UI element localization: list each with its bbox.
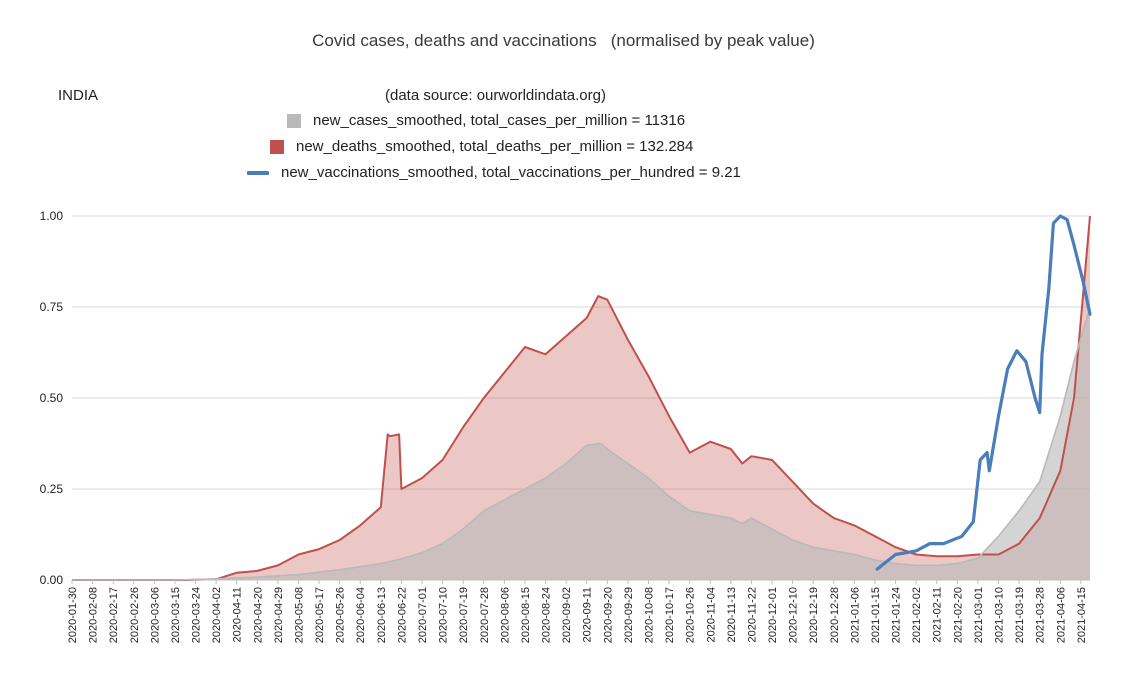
x-tick-label: 2020-05-26 xyxy=(335,587,347,643)
x-tick-label: 2020-03-06 xyxy=(149,587,161,643)
x-tick-label: 2020-09-02 xyxy=(561,587,573,643)
y-tick-label: 0.75 xyxy=(40,300,64,314)
x-tick-label: 2020-04-29 xyxy=(273,587,285,643)
x-tick-label: 2020-02-26 xyxy=(129,587,141,643)
area-new_cases_smoothed xyxy=(72,307,1090,580)
x-tick-label: 2021-03-28 xyxy=(1035,587,1047,643)
x-tick-label: 2021-04-06 xyxy=(1055,587,1067,643)
data-source-label: (data source: ourworldindata.org) xyxy=(385,87,606,104)
x-tick-label: 2020-04-02 xyxy=(211,587,223,643)
x-tick-label: 2020-02-17 xyxy=(108,587,120,643)
legend-label-vaccinations: new_vaccinations_smoothed, total_vaccina… xyxy=(281,164,741,181)
x-tick-label: 2020-11-22 xyxy=(746,587,758,642)
y-tick-label: 1.00 xyxy=(40,209,64,223)
x-tick-label: 2020-07-10 xyxy=(438,587,450,643)
x-tick-label: 2020-11-13 xyxy=(726,587,738,642)
x-tick-label: 2020-12-01 xyxy=(767,587,779,643)
series-lines xyxy=(72,214,1092,581)
legend-swatch-cases xyxy=(287,113,301,128)
legend-label-deaths: new_deaths_smoothed, total_deaths_per_mi… xyxy=(296,138,694,155)
x-tick-label: 2020-10-26 xyxy=(685,587,697,643)
line-new_vaccinations_smoothed xyxy=(875,214,1092,571)
series-areas xyxy=(72,216,1090,580)
chart-title: Covid cases, deaths and vaccinations (no… xyxy=(312,31,815,50)
x-tick-label: 2020-01-30 xyxy=(67,587,79,643)
x-tick-label: 2021-03-01 xyxy=(973,587,985,643)
x-tick-label: 2020-09-29 xyxy=(623,587,635,643)
legend-swatch-vaccinations xyxy=(247,170,269,175)
x-tick-label: 2020-06-13 xyxy=(376,587,388,643)
x-tick-label: 2020-10-17 xyxy=(664,587,676,643)
legend-label-cases: new_cases_smoothed, total_cases_per_mill… xyxy=(313,112,686,129)
x-tick-label: 2020-06-22 xyxy=(396,587,408,643)
x-tick-label: 2021-02-11 xyxy=(932,587,944,642)
x-tick-label: 2020-09-11 xyxy=(582,587,594,642)
x-tick-label: 2021-03-10 xyxy=(993,587,1005,643)
x-tick-label: 2021-01-06 xyxy=(849,587,861,643)
x-tick-label: 2021-02-02 xyxy=(911,587,923,643)
x-tick-label: 2020-03-15 xyxy=(170,587,182,643)
y-tick-label: 0.25 xyxy=(40,482,64,496)
line-new_deaths_smoothed xyxy=(72,215,1091,581)
x-tick-label: 2020-09-20 xyxy=(602,587,614,643)
x-tick-label: 2020-02-08 xyxy=(88,587,100,643)
x-tick-label: 2020-10-08 xyxy=(643,587,655,643)
x-tick-label: 2020-03-24 xyxy=(191,587,203,643)
x-tick-label: 2020-12-28 xyxy=(829,587,841,643)
x-tick-label: 2020-12-10 xyxy=(788,587,800,643)
x-tick-label: 2020-07-01 xyxy=(417,587,429,643)
legend-item-deaths: new_deaths_smoothed, total_deaths_per_mi… xyxy=(270,138,693,155)
legend-item-cases: new_cases_smoothed, total_cases_per_mill… xyxy=(287,112,685,129)
x-tick-label: 2020-06-04 xyxy=(355,587,367,643)
x-tick-label: 2020-08-15 xyxy=(520,587,532,643)
area-new_deaths_smoothed xyxy=(72,216,1090,580)
x-tick-label: 2020-04-20 xyxy=(252,587,264,643)
x-tick-label: 2020-12-19 xyxy=(808,587,820,643)
x-tick-label: 2021-02-20 xyxy=(952,587,964,643)
line-new_cases_smoothed xyxy=(72,306,1091,581)
x-tick-label: 2020-04-11 xyxy=(232,587,244,642)
x-tick-label: 2021-03-19 xyxy=(1014,587,1026,643)
x-tick-label: 2020-08-24 xyxy=(541,587,553,643)
x-tick-label: 2020-11-04 xyxy=(705,587,717,642)
legend-item-vaccinations: new_vaccinations_smoothed, total_vaccina… xyxy=(247,164,741,181)
x-tick-label: 2020-08-06 xyxy=(499,587,511,643)
x-tick-label: 2021-04-15 xyxy=(1076,587,1088,643)
legend-swatch-deaths xyxy=(270,139,284,154)
x-tick-label: 2020-05-17 xyxy=(314,587,326,643)
x-tick-label: 2021-01-24 xyxy=(891,587,903,643)
x-tick-label: 2020-07-28 xyxy=(479,587,491,643)
y-tick-label: 0.50 xyxy=(40,391,64,405)
x-tick-label: 2020-07-19 xyxy=(458,587,470,643)
country-label: INDIA xyxy=(58,87,99,104)
x-tick-label: 2020-05-08 xyxy=(293,587,305,643)
y-tick-label: 0.00 xyxy=(40,573,64,587)
x-tick-label: 2021-01-15 xyxy=(870,587,882,643)
